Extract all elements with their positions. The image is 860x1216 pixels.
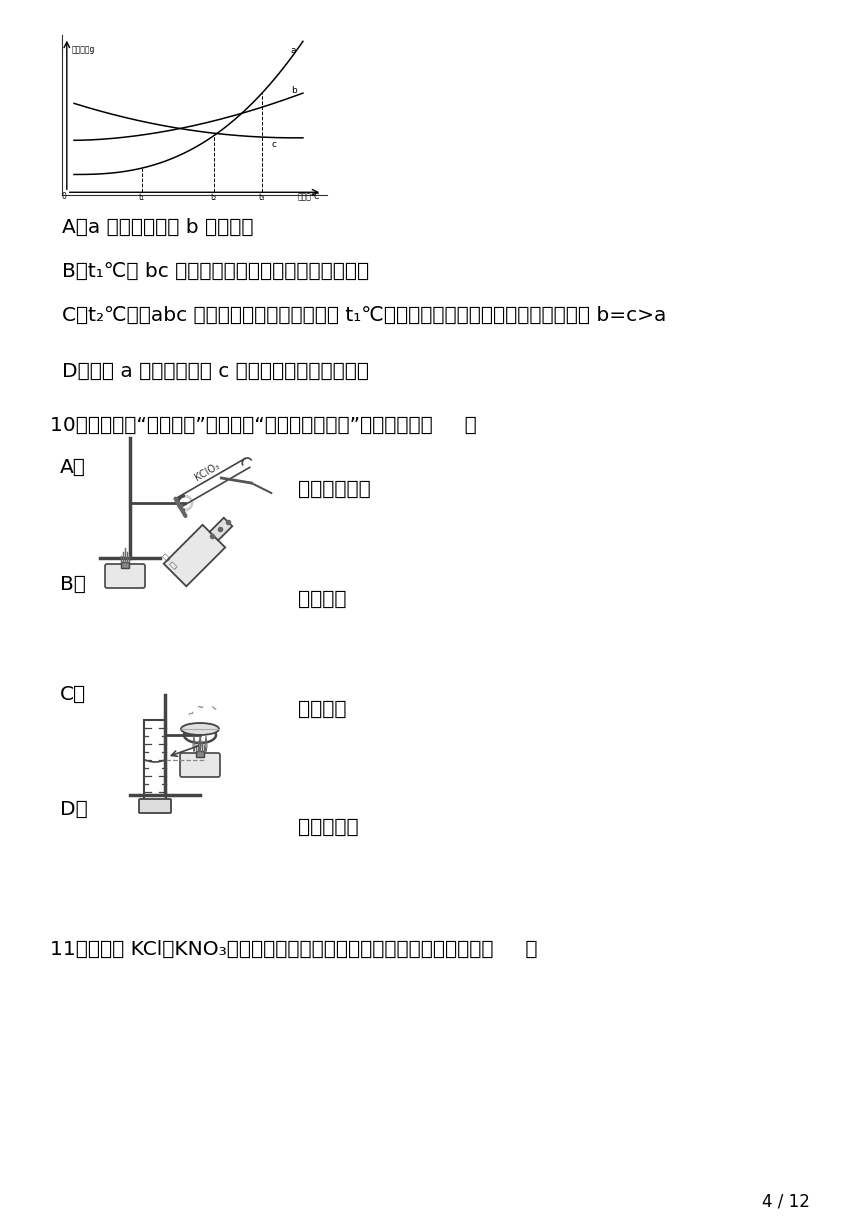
Text: 读数不正确: 读数不正确 bbox=[298, 818, 359, 837]
Text: ~: ~ bbox=[206, 703, 218, 714]
FancyBboxPatch shape bbox=[180, 753, 220, 777]
Text: 温度／℃: 温度／℃ bbox=[298, 192, 320, 201]
FancyBboxPatch shape bbox=[105, 564, 145, 589]
Text: c: c bbox=[272, 140, 277, 150]
Text: B．t₁℃时 bc 两物质饱和溶液中所含有的溶质相等: B．t₁℃时 bc 两物质饱和溶液中所含有的溶质相等 bbox=[62, 261, 369, 281]
Text: D．除去 a 中含有少量的 c 可以采用降温结晶的方法: D．除去 a 中含有少量的 c 可以采用降温结晶的方法 bbox=[62, 362, 369, 381]
Text: A．: A． bbox=[60, 458, 86, 477]
FancyBboxPatch shape bbox=[121, 562, 129, 568]
Text: t₁: t₁ bbox=[138, 193, 144, 203]
Ellipse shape bbox=[181, 724, 219, 734]
Text: ~: ~ bbox=[186, 708, 196, 719]
Text: A．a 的溶解度大于 b 的溶解度: A．a 的溶解度大于 b 的溶解度 bbox=[62, 218, 254, 237]
Text: B．: B． bbox=[60, 575, 86, 593]
FancyBboxPatch shape bbox=[144, 720, 166, 800]
Polygon shape bbox=[163, 525, 225, 586]
Text: KClO₃: KClO₃ bbox=[193, 461, 221, 483]
Text: 11．下图是 KCl、KNO₃两种固体物质的溶解度曲线，下列说法正确的是（     ）: 11．下图是 KCl、KNO₃两种固体物质的溶解度曲线，下列说法正确的是（ ） bbox=[50, 940, 538, 959]
Text: a: a bbox=[291, 46, 297, 56]
Polygon shape bbox=[210, 518, 232, 540]
Text: 10．图示中的“错误操作”与图下面“可能产生的后果”不一致的是（     ）: 10．图示中的“错误操作”与图下面“可能产生的后果”不一致的是（ ） bbox=[50, 416, 476, 435]
Text: t₂: t₂ bbox=[211, 193, 217, 203]
Text: 溶解度／g: 溶解度／g bbox=[71, 45, 95, 54]
Text: D．: D． bbox=[60, 800, 88, 820]
Text: C．: C． bbox=[60, 685, 86, 704]
FancyBboxPatch shape bbox=[196, 751, 204, 758]
Text: t₃: t₃ bbox=[259, 193, 265, 203]
Text: b: b bbox=[291, 86, 297, 95]
Text: ~: ~ bbox=[196, 704, 204, 713]
Text: 受热仪器破裂: 受热仪器破裂 bbox=[298, 480, 371, 499]
Text: 4 / 12: 4 / 12 bbox=[762, 1192, 810, 1210]
Text: 0: 0 bbox=[62, 192, 67, 201]
FancyBboxPatch shape bbox=[139, 799, 171, 814]
Text: 试剂外流: 试剂外流 bbox=[298, 590, 347, 609]
Text: 试
剂: 试 剂 bbox=[162, 553, 179, 570]
Text: C．t₂℃时，abc 三种物质的饱和溶液降温到 t₁℃，三种溶液的溶质质量分数大小顺序是 b=c>a: C．t₂℃时，abc 三种物质的饱和溶液降温到 t₁℃，三种溶液的溶质质量分数大… bbox=[62, 306, 666, 325]
Text: 液体飞溅: 液体飞溅 bbox=[298, 700, 347, 719]
